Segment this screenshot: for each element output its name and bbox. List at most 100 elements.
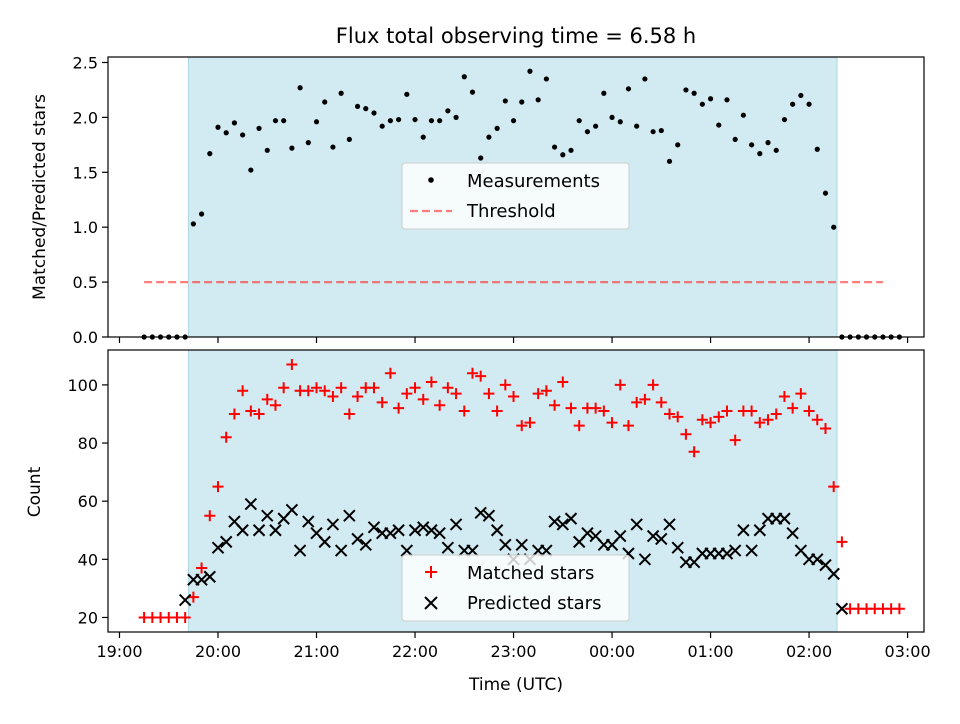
predicted-star-point [425, 524, 438, 537]
measurement-point [494, 125, 500, 131]
top-y-ticks: 0.0 0.5 1.0 1.5 2.0 2.5 [73, 53, 108, 347]
measurement-point [773, 147, 779, 153]
matched-star-point [466, 367, 478, 379]
measurement-point [207, 151, 213, 157]
measurement-point [535, 97, 541, 103]
predicted-star-point [269, 524, 282, 537]
predicted-star-point [384, 526, 397, 540]
matched-star-point [401, 388, 413, 400]
y-tick-label: 0.5 [73, 273, 98, 292]
predicted-star-point [211, 541, 225, 554]
matched-star-point [819, 422, 831, 434]
predicted-star-point [326, 518, 340, 531]
measurement-point [519, 99, 525, 105]
measurement-point [313, 119, 320, 125]
measurement-point [371, 110, 377, 116]
matched-star-point [311, 382, 323, 394]
predicted-star-point [433, 526, 446, 540]
matched-star-point [549, 399, 561, 411]
predicted-star-point [581, 526, 594, 540]
measurement-point [486, 134, 492, 140]
measurement-point [354, 103, 361, 110]
measurement-point [650, 129, 656, 135]
matched-star-point [269, 399, 281, 411]
matched-star-point [253, 408, 265, 420]
y-tick-label: 20 [78, 608, 98, 627]
matched-star-point [228, 408, 240, 420]
matched-star-point [836, 536, 848, 548]
measurement-point [798, 92, 804, 99]
matched-star-point [590, 402, 602, 414]
predicted-star-point [482, 509, 496, 522]
x-tick-label: 03:00 [885, 642, 931, 661]
matched-star-point [302, 385, 314, 397]
y-tick-label: 100 [67, 376, 98, 395]
x-tick-label: 23:00 [490, 642, 536, 661]
measurement-point [469, 89, 476, 95]
matched-star-point [450, 388, 462, 400]
y-tick-label: 80 [78, 434, 98, 453]
matched-star-point [499, 379, 511, 391]
measurement-point [732, 136, 738, 142]
matched-star-point [179, 611, 191, 623]
matched-star-point [565, 402, 577, 414]
measurement-point [190, 221, 196, 227]
measurement-point [412, 116, 418, 123]
predicted-star-point [556, 518, 570, 531]
predicted-star-point [417, 521, 430, 534]
matched-star-point [508, 391, 520, 403]
measurement-point [322, 99, 328, 105]
measurement-point [256, 125, 262, 131]
predicted-star-point [811, 553, 824, 566]
legend-predicted-marker [424, 596, 438, 610]
predicted-star-point [244, 497, 258, 511]
matched-star-point [721, 405, 733, 417]
predicted-star-point [400, 544, 414, 557]
predicted-star-point [827, 567, 840, 581]
predicted-star-point [195, 573, 208, 586]
measurement-point [806, 101, 812, 107]
matched-star-point [516, 420, 528, 432]
measurement-point [609, 114, 615, 120]
measurement-point [223, 130, 229, 136]
measurement-point [502, 98, 508, 104]
predicted-star-point [490, 524, 504, 537]
matched-star-point [746, 405, 758, 417]
predicted-star-point [449, 518, 463, 531]
measurement-point [551, 144, 558, 150]
x-axis-label: Time (UTC) [468, 675, 563, 695]
legend-threshold-label: Threshold [466, 201, 556, 222]
y-tick-label: 1.0 [73, 218, 98, 237]
matched-star-point [770, 408, 782, 420]
predicted-star-point [408, 524, 422, 537]
matched-star-point [795, 388, 807, 400]
matched-star-point [672, 411, 684, 423]
matched-star-point [425, 376, 437, 388]
matched-star-point [491, 405, 503, 417]
predicted-star-point [778, 512, 791, 525]
top-axes-frame [107, 56, 925, 338]
matched-star-point [622, 420, 634, 432]
predicted-star-point [786, 526, 799, 540]
bottom-x-ticks: 19:00 20:00 21:00 22:00 23:00 00:00 01:00 02:00… [96, 632, 931, 661]
predicted-star-point [343, 509, 356, 522]
measurement-point [683, 87, 689, 93]
predicted-star-point [614, 529, 627, 543]
matched-star-point [319, 385, 331, 397]
measurement-point [461, 74, 467, 80]
predicted-star-point [334, 544, 348, 557]
predicted-star-point [835, 602, 849, 615]
top-legend: Measurements Threshold [401, 162, 630, 230]
matched-star-point [220, 431, 232, 443]
predicted-star-point [753, 524, 767, 537]
measurement-point [198, 211, 205, 217]
measurement-point [699, 101, 705, 107]
measurement-point [658, 127, 664, 134]
matched-star-point [261, 393, 273, 405]
matched-star-point [532, 388, 544, 400]
predicted-star-point [515, 538, 528, 551]
matched-star-point [778, 391, 790, 403]
measurement-point [601, 90, 607, 96]
x-tick-label: 00:00 [589, 642, 635, 661]
